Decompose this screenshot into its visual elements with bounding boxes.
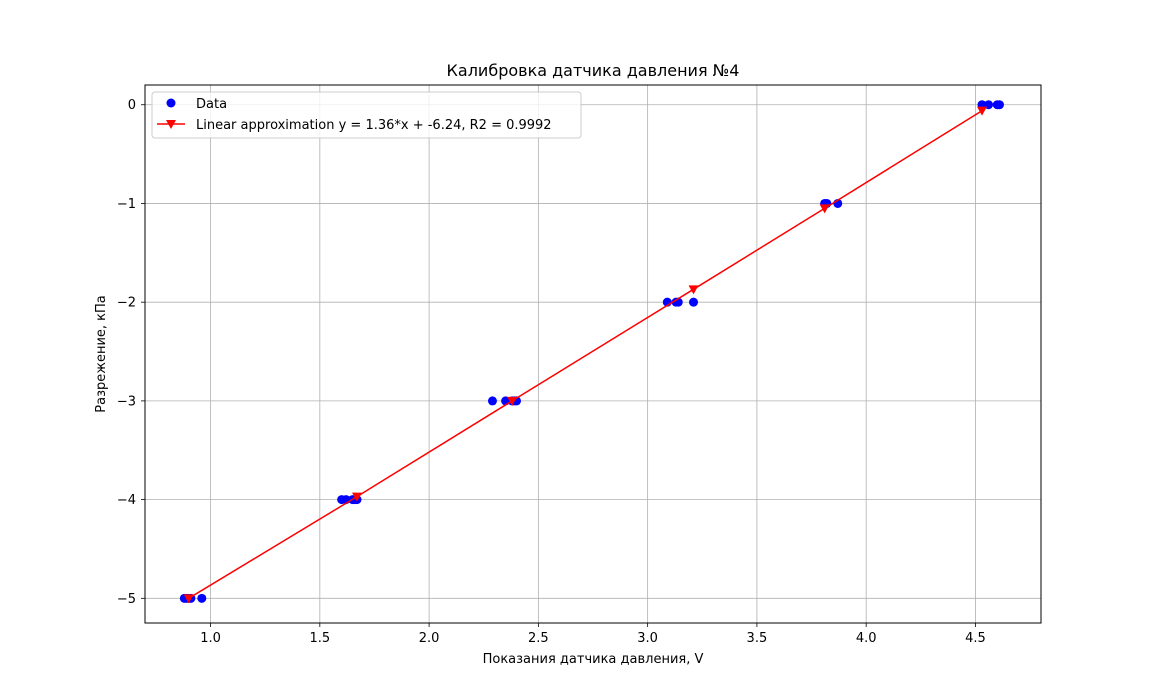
legend-data-marker	[166, 98, 176, 108]
x-tick-label: 4.5	[965, 631, 986, 646]
fit-marker	[976, 106, 987, 116]
data-point	[197, 593, 207, 603]
y-tick-label: −4	[117, 493, 136, 508]
legend-data-label: Data	[196, 97, 227, 112]
x-tick-label: 1.5	[309, 631, 330, 646]
fit-line	[188, 110, 983, 599]
y-tick-label: 0	[128, 98, 136, 113]
legend-fit-label: Linear approximation y = 1.36*x + -6.24,…	[196, 118, 552, 133]
x-tick-label: 2.5	[528, 631, 549, 646]
plot-frame	[144, 84, 1042, 624]
y-tick-label: −5	[117, 592, 136, 607]
y-tick-label: −2	[117, 296, 136, 311]
x-tick-label: 3.0	[637, 631, 658, 646]
y-tick-label: −1	[117, 197, 136, 212]
fit-marker	[183, 594, 194, 604]
chart-title: Калибровка датчика давления №4	[447, 61, 740, 80]
fit-marker	[819, 204, 830, 214]
data-point	[487, 396, 497, 406]
legend-box	[151, 91, 582, 139]
x-axis-label: Показания датчика давления, V	[483, 652, 704, 667]
x-axis-ticks: 1.0 1.5 2.0 2.5 3.0 3.5 4.0 4.5	[200, 623, 986, 646]
x-tick-label: 2.0	[419, 631, 440, 646]
x-tick-label: 1.0	[200, 631, 221, 646]
data-point	[994, 100, 1004, 110]
legend: Data Linear approximation y = 1.36*x + -…	[151, 91, 582, 139]
x-tick-label: 3.5	[747, 631, 768, 646]
fit-marker	[688, 285, 699, 295]
x-tick-label: 4.0	[856, 631, 877, 646]
fit-marker	[507, 396, 518, 406]
y-axis-ticks: 0 −1 −2 −3 −4 −5	[117, 98, 145, 607]
y-axis-label: Разрежение, кПа	[94, 295, 109, 412]
fit-marker	[351, 492, 362, 502]
data-point	[689, 297, 699, 307]
legend-fit-marker	[166, 120, 176, 129]
y-tick-label: −3	[117, 394, 136, 409]
plot-series	[179, 100, 1004, 604]
